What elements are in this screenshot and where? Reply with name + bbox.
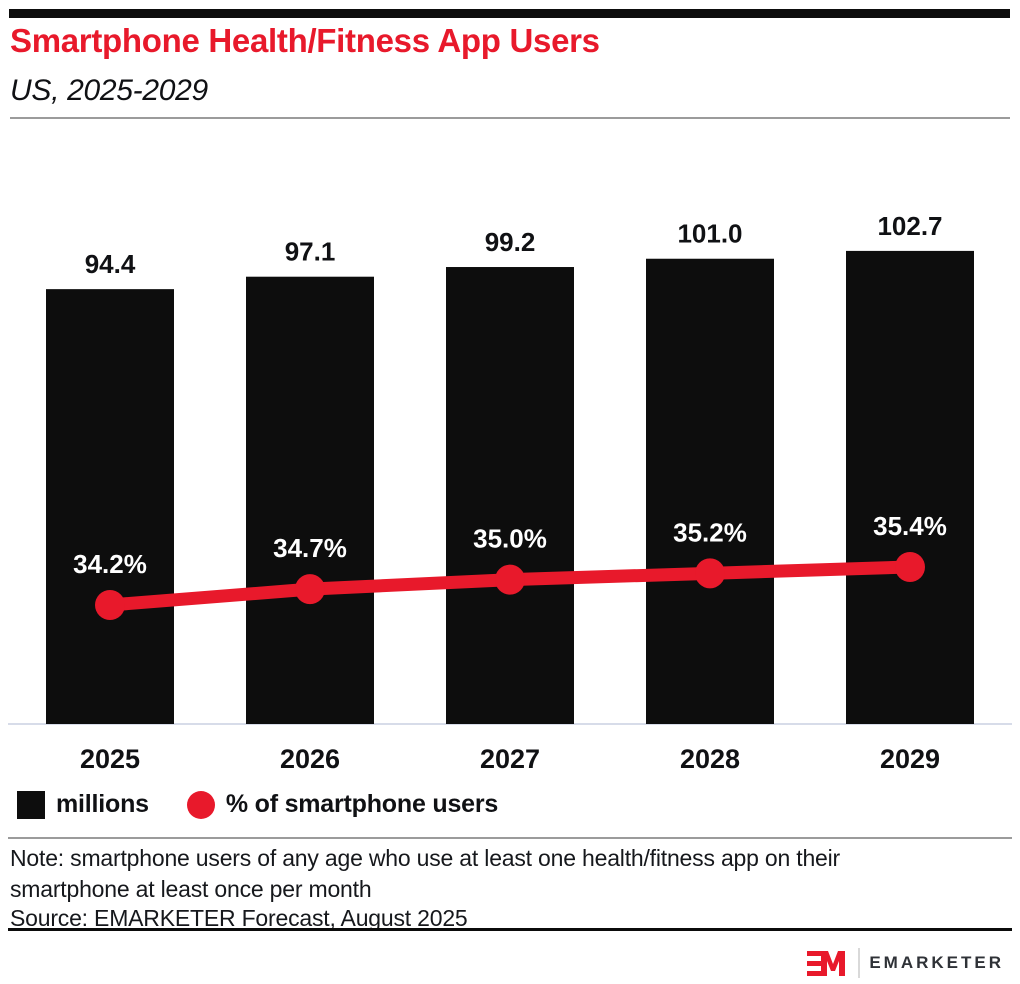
pct-dot-2027 (495, 564, 525, 595)
year-label-2026: 2026 (280, 744, 340, 774)
pct-dot-2028 (695, 558, 725, 589)
bar-2025 (46, 289, 174, 724)
footer-divider (8, 928, 1012, 931)
legend-item-pct-smartphone-users: % of smartphone users (186, 790, 499, 819)
bar-value-label-2025: 94.4 (85, 249, 136, 279)
bar-value-label-2028: 101.0 (677, 219, 742, 249)
year-label-2028: 2028 (680, 744, 740, 774)
pct-dot-2029 (895, 551, 925, 582)
bar-2029 (846, 250, 974, 725)
header-divider (10, 117, 1010, 119)
pct-label-2028: 35.2% (673, 517, 747, 547)
legend-item-millions: millions (17, 790, 149, 819)
chart-note: Note: smartphone users of any age who us… (10, 845, 841, 902)
page-title: Smartphone Health/Fitness App Users (10, 22, 600, 59)
emarketer-logo: EMARKETER (807, 946, 1004, 980)
note-divider (8, 837, 1012, 839)
bar-value-label-2026: 97.1 (285, 237, 336, 267)
pct-label-2026: 34.7% (273, 533, 347, 563)
brand-wordmark: EMARKETER (869, 953, 1004, 972)
pct-label-2029: 35.4% (873, 511, 947, 541)
logo-divider (858, 948, 861, 978)
year-label-2027: 2027 (480, 744, 540, 774)
pct-label-2027: 35.0% (473, 524, 547, 554)
chart-legend: millions % of smartphone users (17, 790, 498, 819)
top-accent-bar (9, 9, 1010, 18)
legend-label-millions: millions (56, 790, 149, 818)
em-monogram-icon (807, 950, 846, 976)
pct-dot-2025 (95, 590, 125, 620)
bar-2026 (246, 276, 374, 724)
pct-label-2025: 34.2% (73, 549, 147, 579)
legend-label-pct-smartphone-users: % of smartphone users (225, 790, 499, 818)
pct-dot-2026 (295, 574, 325, 605)
page-subtitle: US, 2025-2029 (10, 74, 208, 107)
year-label-2025: 2025 (80, 744, 140, 774)
bar-series-swatch (17, 790, 45, 819)
bar-value-label-2029: 102.7 (877, 211, 942, 241)
year-label-2029: 2029 (880, 744, 940, 774)
bar-value-label-2027: 99.2 (485, 227, 536, 257)
bar-2027 (446, 267, 574, 724)
line-series-swatch (186, 790, 215, 819)
chart-source: Source: EMARKETER Forecast, August 2025 (10, 905, 468, 931)
bar-2028 (646, 258, 774, 724)
